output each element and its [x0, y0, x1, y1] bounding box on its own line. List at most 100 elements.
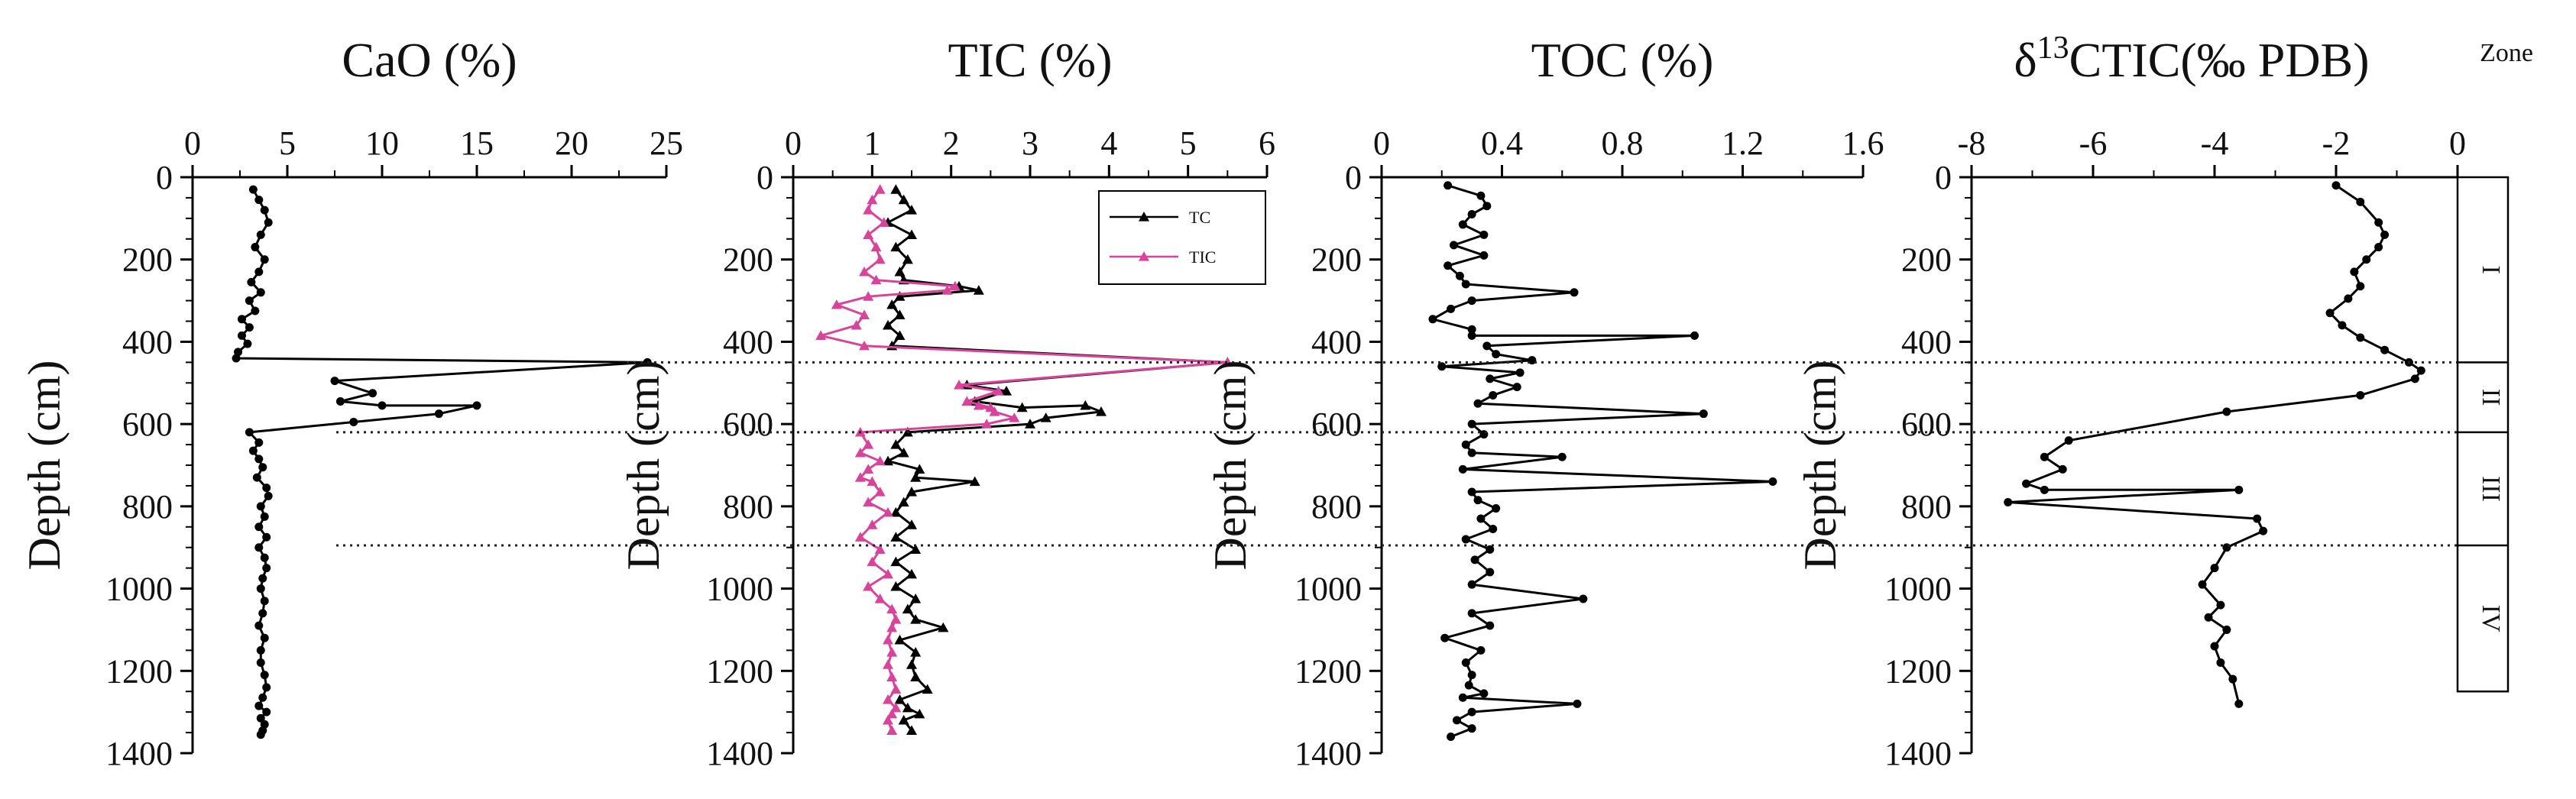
data-point: [264, 491, 273, 500]
zone-label: III: [2477, 476, 2505, 502]
data-point: [2058, 464, 2067, 474]
data-point: [854, 472, 866, 482]
y-tick-label: 600: [723, 406, 773, 443]
zone-header: Zone: [2480, 39, 2533, 67]
data-point: [256, 645, 265, 655]
data-point: [254, 543, 264, 552]
series-line-cao: [235, 189, 649, 736]
data-point: [922, 684, 933, 694]
data-point: [245, 428, 254, 437]
data-point: [886, 299, 898, 309]
x-tick-label: 0: [1373, 125, 1390, 162]
data-point: [870, 241, 882, 252]
data-point: [1444, 261, 1453, 270]
data-point: [914, 708, 925, 719]
data-point: [1492, 504, 1501, 513]
data-point: [2040, 452, 2049, 461]
data-point: [1482, 341, 1492, 351]
data-point: [368, 389, 377, 398]
data-point: [264, 218, 273, 227]
y-tick-label: 1200: [1884, 652, 1952, 690]
data-point: [890, 241, 902, 252]
data-point: [906, 659, 917, 669]
data-point: [1467, 487, 1476, 497]
data-point: [914, 464, 925, 474]
data-point: [2222, 625, 2231, 634]
data-point: [878, 217, 889, 227]
data-point: [859, 266, 870, 277]
data-point: [377, 401, 387, 410]
data-point: [2356, 390, 2365, 400]
data-point: [1482, 202, 1492, 211]
data-point: [2210, 564, 2219, 573]
data-point: [894, 266, 906, 277]
data-point: [890, 556, 902, 567]
data-point: [883, 659, 893, 669]
y-tick-label: 0: [757, 159, 773, 196]
y-tick-label: 200: [1901, 241, 1952, 279]
x-tick-label: 0: [184, 125, 201, 162]
panel-title: CaO (%): [342, 33, 517, 87]
data-point: [906, 519, 917, 529]
data-point: [883, 506, 893, 517]
data-point: [258, 693, 267, 702]
data-point: [874, 254, 886, 264]
data-point: [2325, 309, 2335, 318]
x-tick-label: 25: [650, 125, 683, 162]
data-point: [2234, 485, 2244, 494]
data-point: [2374, 243, 2383, 252]
data-point: [874, 544, 886, 555]
y-tick-label: 1400: [706, 735, 773, 772]
data-point: [910, 671, 922, 681]
data-point: [1458, 220, 1467, 229]
data-point: [863, 497, 874, 507]
data-point: [1479, 251, 1489, 260]
zone-label: I: [2477, 266, 2505, 274]
data-point: [1461, 440, 1470, 449]
data-point: [260, 205, 269, 215]
data-point: [2228, 674, 2237, 684]
data-point: [1452, 716, 1461, 725]
data-point: [890, 684, 902, 694]
y-tick-label: 200: [1311, 241, 1362, 279]
legend-label: TIC: [1189, 247, 1216, 267]
data-point: [1690, 331, 1699, 340]
data-point: [906, 205, 917, 215]
data-point: [2416, 366, 2425, 375]
data-point: [260, 597, 269, 606]
data-point: [2234, 699, 2244, 708]
data-point: [1579, 594, 1588, 603]
data-point: [1467, 580, 1476, 589]
data-point: [910, 472, 922, 482]
data-point: [874, 184, 886, 194]
data-point: [262, 683, 271, 692]
data-point: [831, 299, 842, 309]
data-point: [1476, 514, 1486, 523]
data-point: [894, 291, 906, 301]
data-point: [1473, 399, 1482, 408]
data-point: [1570, 288, 1579, 297]
data-point: [902, 702, 913, 713]
data-point: [902, 603, 913, 614]
data-point: [890, 532, 902, 542]
data-point: [938, 622, 949, 632]
data-point: [883, 634, 893, 645]
data-point: [1486, 374, 1495, 383]
data-point: [1437, 362, 1447, 371]
data-point: [1450, 241, 1458, 250]
data-point: [890, 506, 902, 517]
x-tick-label: 5: [1180, 125, 1197, 162]
data-point: [1479, 230, 1489, 239]
data-point: [2380, 345, 2390, 354]
x-tick-label: 20: [555, 125, 588, 162]
data-point: [863, 205, 874, 215]
x-tick-label: -8: [1958, 125, 1986, 162]
data-point: [1512, 383, 1521, 392]
data-point: [1470, 555, 1479, 564]
data-point: [883, 568, 893, 579]
x-tick-label: 0: [2449, 125, 2466, 162]
data-point: [898, 714, 909, 725]
data-point: [954, 379, 964, 390]
y-tick-label: 1200: [706, 652, 773, 690]
data-point: [1473, 496, 1482, 505]
